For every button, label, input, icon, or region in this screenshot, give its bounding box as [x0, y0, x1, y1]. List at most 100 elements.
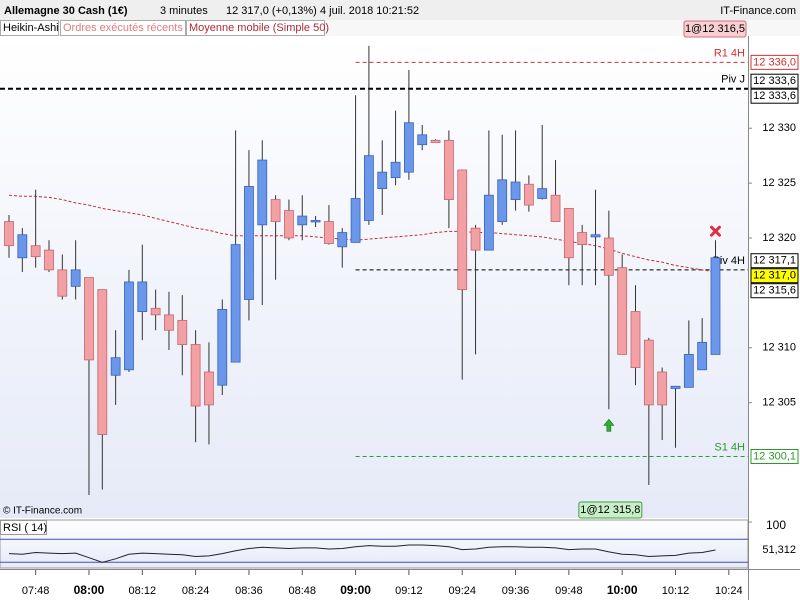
candle-body [44, 249, 54, 271]
level-name: S1 4H [714, 441, 745, 453]
order-box [683, 20, 747, 38]
moving-average [8, 194, 716, 273]
price-box [750, 73, 799, 89]
candle-body [470, 227, 481, 251]
x-tick-label: 07:48 [22, 585, 50, 597]
x-tick-label: 08:12 [129, 585, 157, 597]
level-name: Piv 4H [713, 255, 745, 267]
candle-body [710, 257, 721, 355]
tab-label[interactable]: Heikin-Ashi [3, 22, 59, 34]
order-label: 1@12 315,8 [580, 504, 640, 516]
candle-body [217, 308, 228, 386]
quote: 12 317,0 (+0,13%) [226, 5, 317, 17]
tab[interactable] [0, 20, 59, 36]
candle-body [190, 344, 201, 407]
candle-body [590, 234, 601, 238]
candle-body [577, 232, 588, 246]
candle-body [4, 221, 14, 247]
x-tick-label: 10:24 [715, 585, 743, 597]
level-name: Piv J [721, 74, 745, 86]
candle-body [550, 194, 561, 222]
candle-body [257, 159, 268, 226]
candle-body [483, 194, 494, 251]
x-tick-label: 08:24 [182, 585, 210, 597]
candle-body [390, 161, 401, 179]
rsi-last-label: 51,312 [762, 544, 796, 556]
price-box-label: 12 317,0 [753, 270, 796, 282]
price-box-label: 12 333,6 [753, 75, 796, 87]
candle-body [230, 244, 241, 363]
y-tick-label: 12 325 [762, 177, 796, 189]
y-tick-label: 12 305 [762, 397, 796, 409]
buy-marker [603, 418, 615, 432]
x-tick-label: 10:12 [662, 585, 690, 597]
candle-body [443, 139, 454, 200]
price-box [750, 283, 799, 299]
y-tick-label: 12 310 [762, 342, 796, 354]
candle-body [350, 198, 361, 243]
tab[interactable] [60, 20, 186, 36]
candle-body [244, 186, 254, 300]
price-box-label: 12 315,6 [753, 285, 796, 297]
sell-marker [709, 225, 721, 237]
tab[interactable] [186, 20, 325, 36]
order-box [578, 501, 643, 519]
x-tick-label: 08:00 [74, 583, 105, 597]
rsi-tick-label: 100 [766, 518, 786, 532]
order-label: 1@12 316,5 [685, 23, 745, 35]
level-name: R1 4H [714, 47, 745, 59]
candle-body [177, 319, 188, 345]
candle-body [403, 122, 414, 173]
candle-body [84, 277, 94, 361]
tab-label[interactable]: Moyenne mobile (Simple 50) [189, 22, 329, 34]
rsi-title: RSI ( 14) [3, 522, 47, 534]
price-box-label: 12 300,1 [753, 450, 796, 462]
candle-body [110, 357, 121, 376]
candle-body [137, 281, 148, 312]
candle-body [124, 281, 134, 371]
candle-body [683, 354, 694, 388]
candle-body [430, 139, 441, 143]
candle-body [630, 311, 641, 368]
period: 3 minutes [160, 5, 208, 17]
x-tick-label: 09:36 [502, 585, 530, 597]
price-box-label: 12 336,0 [753, 56, 796, 68]
candle-body [510, 181, 521, 200]
candle-body [30, 245, 41, 258]
price-box [750, 268, 799, 284]
candle-body [497, 179, 508, 222]
candle-body [97, 289, 108, 435]
x-tick-label: 09:24 [448, 585, 476, 597]
y-tick-label: 12 320 [762, 232, 796, 244]
candle-body [364, 155, 374, 221]
x-tick-label: 09:00 [340, 583, 371, 597]
candle-body [417, 134, 428, 146]
tab-label[interactable]: Ordres exécutés récents [63, 22, 183, 34]
candle-body [537, 188, 548, 199]
candle-body [337, 232, 348, 248]
y-tick-label: 12 330 [762, 122, 796, 134]
header-bar [0, 0, 800, 20]
candle-body [204, 371, 214, 406]
rsi-title-box [0, 520, 47, 535]
price-box [750, 449, 799, 465]
candle-body [57, 269, 68, 297]
x-tick-label: 08:48 [288, 585, 316, 597]
candle-body [270, 199, 281, 222]
rsi-panel [0, 519, 749, 569]
plot-area [0, 36, 748, 518]
candle-body [457, 169, 468, 291]
x-tick-label: 10:00 [607, 583, 638, 597]
candle-body [284, 210, 294, 239]
candle-body [164, 314, 174, 331]
x-tick-label: 09:48 [555, 585, 583, 597]
datetime: 4 juil. 2018 10:21:52 [320, 5, 419, 17]
candle-body [670, 385, 681, 389]
brand: IT-Finance.com [720, 5, 796, 17]
candle-body [297, 215, 308, 226]
candle-body [310, 220, 321, 223]
candle-body [377, 171, 388, 190]
candle-body [643, 339, 654, 406]
x-tick-label: 09:12 [395, 585, 423, 597]
